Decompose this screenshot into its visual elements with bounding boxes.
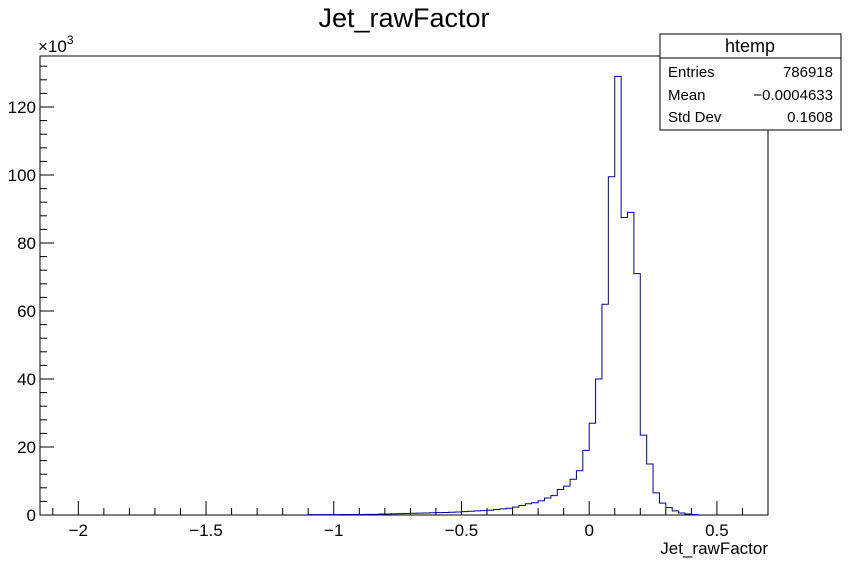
x-tick-label: −1	[324, 521, 343, 540]
y-tick-label: 20	[17, 438, 36, 457]
x-tick-label: −0.5	[445, 521, 479, 540]
x-axis-label: Jet_rawFactor	[660, 539, 768, 558]
plot-frame	[39, 55, 769, 516]
y-tick-label: 80	[17, 234, 36, 253]
stats-box: htemp Entries 786918 Mean −0.0004633 Std…	[659, 33, 842, 131]
chart-title: Jet_rawFactor	[318, 3, 489, 33]
stats-stddev-label: Std Dev	[668, 109, 722, 126]
stats-mean-value: −0.0004633	[753, 87, 833, 104]
stats-mean-label: Mean	[668, 87, 706, 104]
stats-box-frame	[659, 33, 842, 131]
y-tick-label: 40	[17, 370, 36, 389]
y-axis-multiplier: ×103	[38, 33, 74, 56]
stats-box-name: htemp	[725, 36, 775, 56]
y-axis: 0 20 40 60 80 100 120	[8, 65, 54, 525]
x-tick-label: −1.5	[189, 521, 223, 540]
y-tick-label: 100	[8, 166, 36, 185]
stats-stddev-value: 0.1608	[787, 109, 833, 126]
y-tick-label: 0	[27, 506, 36, 525]
x-tick-label: 0	[584, 521, 593, 540]
x-tick-label: 0.5	[705, 521, 729, 540]
x-axis: −2 −1.5 −1 −0.5 0 0.5	[52, 501, 743, 540]
y-tick-label: 120	[8, 98, 36, 117]
stats-entries-value: 786918	[783, 64, 833, 81]
x-tick-label: −2	[69, 521, 88, 540]
histogram-outline	[307, 75, 699, 516]
y-tick-label: 60	[17, 302, 36, 321]
stats-entries-label: Entries	[668, 64, 715, 81]
